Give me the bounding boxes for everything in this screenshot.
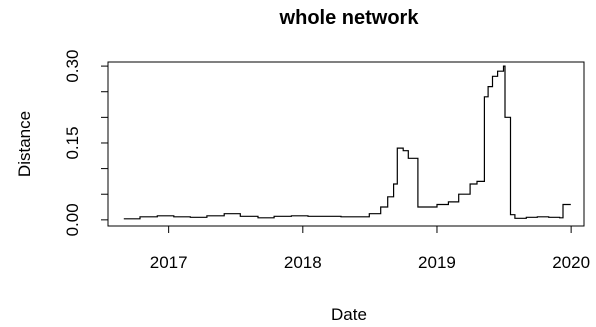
x-tick-label: 2019 (418, 253, 456, 272)
chart-title: whole network (279, 7, 420, 29)
y-tick-label: 0.15 (63, 126, 82, 159)
x-tick-label: 2018 (284, 253, 322, 272)
plot-area-frame (107, 61, 585, 227)
series-layer (123, 65, 571, 220)
x-axis: 2017 2018 2019 2020 (150, 226, 590, 272)
series-line-0 (123, 65, 571, 220)
y-tick-label: 0.30 (63, 50, 82, 83)
x-tick-label: 2020 (552, 253, 590, 272)
y-axis-label: Distance (15, 111, 34, 177)
x-tick-label: 2017 (150, 253, 188, 272)
x-axis-label: Date (331, 305, 367, 324)
y-axis: 0.00 0.15 0.30 (63, 50, 108, 236)
y-tick-label: 0.00 (63, 203, 82, 236)
